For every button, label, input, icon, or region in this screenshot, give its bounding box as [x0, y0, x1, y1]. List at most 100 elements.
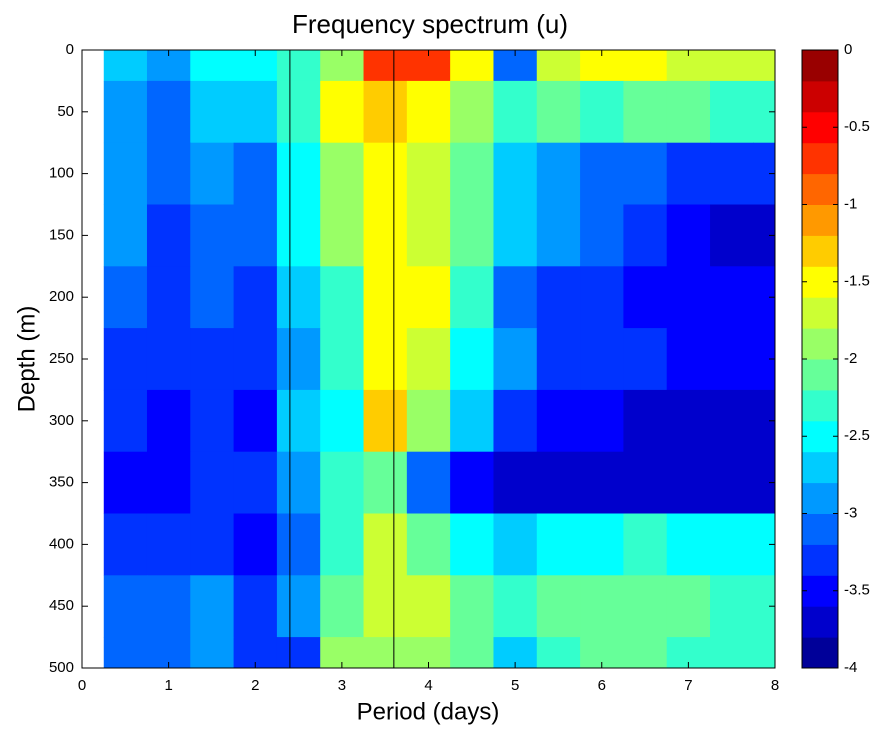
contour-cell — [580, 389, 624, 453]
contour-cell — [536, 575, 581, 638]
contour-cell — [320, 451, 365, 514]
colorbar-tick-label: -2.5 — [844, 427, 870, 444]
contour-cell — [146, 266, 191, 329]
colorbar-band — [802, 50, 838, 82]
contour-cell — [450, 637, 494, 668]
contour-cell — [623, 451, 668, 514]
contour-cell — [753, 637, 775, 668]
contour-cell — [666, 451, 711, 514]
contour-cell — [450, 389, 494, 453]
contour-cell — [536, 637, 581, 668]
contour-cell — [666, 328, 711, 391]
contour-cell — [146, 204, 191, 267]
colorbar-band — [802, 575, 838, 607]
contour-cell — [710, 513, 754, 576]
contour-cell — [190, 575, 235, 638]
contour-cell — [450, 50, 494, 82]
contour-cell — [450, 451, 494, 514]
contour-cell — [493, 266, 538, 329]
contour-cell — [753, 513, 775, 576]
contour-cell — [710, 389, 754, 453]
contour-cell — [406, 266, 451, 329]
contour-cell — [190, 389, 235, 453]
contour-cell — [103, 50, 148, 82]
contour-cell — [190, 513, 235, 576]
contour-cell — [103, 451, 148, 514]
contour-cell — [233, 389, 278, 453]
contour-cell — [363, 80, 408, 144]
contour-cell — [493, 513, 538, 576]
contour-cell — [406, 513, 451, 576]
contour-cell — [536, 389, 581, 453]
contour-cell — [623, 637, 668, 668]
colorbar-tick-label: -1.5 — [844, 273, 870, 290]
contour-cell — [276, 513, 321, 576]
contour-cell — [580, 142, 624, 205]
contour-cell — [190, 204, 235, 267]
y-tick-label: 350 — [49, 474, 74, 491]
y-tick-label: 0 — [66, 41, 74, 58]
contour-cell — [190, 328, 235, 391]
contour-cell — [276, 328, 321, 391]
colorbar-band — [802, 173, 838, 205]
x-tick-label: 6 — [598, 677, 606, 694]
contour-cell — [103, 328, 148, 391]
contour-cell — [623, 575, 668, 638]
contour-cell — [320, 513, 365, 576]
contour-cell — [276, 389, 321, 453]
contour-cell — [103, 637, 148, 668]
contour-cell — [623, 50, 668, 82]
y-tick-label: 450 — [49, 597, 74, 614]
empty-area — [82, 50, 104, 668]
contour-cell — [103, 575, 148, 638]
x-tick-label: 3 — [338, 677, 346, 694]
contour-cell — [103, 204, 148, 267]
colorbar-tick-label: -1 — [844, 195, 857, 212]
contour-cell — [233, 142, 278, 205]
contour-cell — [363, 451, 408, 514]
colorbar-band — [802, 513, 838, 545]
contour-cell — [276, 637, 321, 668]
contour-cell — [233, 513, 278, 576]
contour-cell — [146, 328, 191, 391]
contour-cell — [320, 575, 365, 638]
contour-cell — [753, 142, 775, 205]
contour-cell — [536, 328, 581, 391]
contour-cell — [666, 80, 711, 144]
colorbar-band — [802, 142, 838, 175]
contour-cell — [536, 451, 581, 514]
contour-cell — [710, 50, 754, 82]
colorbar-band — [802, 204, 838, 236]
contour-cell — [406, 328, 451, 391]
contour-cell — [710, 266, 754, 329]
contour-cell — [363, 50, 408, 82]
contour-cell — [363, 204, 408, 267]
colorbar-band — [802, 420, 838, 453]
contour-cell — [233, 204, 278, 267]
contour-cell — [666, 389, 711, 453]
contour-cell — [190, 80, 235, 144]
contour-cell — [190, 266, 235, 329]
contour-cell — [320, 328, 365, 391]
contour-cell — [233, 451, 278, 514]
contour-cell — [450, 575, 494, 638]
contour-cell — [450, 80, 494, 144]
y-tick-label: 500 — [49, 659, 74, 676]
contour-cell — [146, 451, 191, 514]
contour-cell — [363, 513, 408, 576]
colorbar-tick-label: 0 — [844, 41, 852, 58]
colorbar-tick-label: -3.5 — [844, 582, 870, 599]
contour-cell — [276, 451, 321, 514]
contour-cell — [320, 266, 365, 329]
contour-cell — [363, 637, 408, 668]
contour-cell — [580, 80, 624, 144]
contour-cell — [233, 266, 278, 329]
chart-title: Frequency spectrum (u) — [292, 9, 568, 39]
contour-cell — [580, 451, 624, 514]
x-tick-label: 2 — [251, 677, 259, 694]
contour-cell — [710, 80, 754, 144]
colorbar-band — [802, 359, 838, 391]
contour-cell — [666, 575, 711, 638]
colorbar-band — [802, 235, 838, 267]
